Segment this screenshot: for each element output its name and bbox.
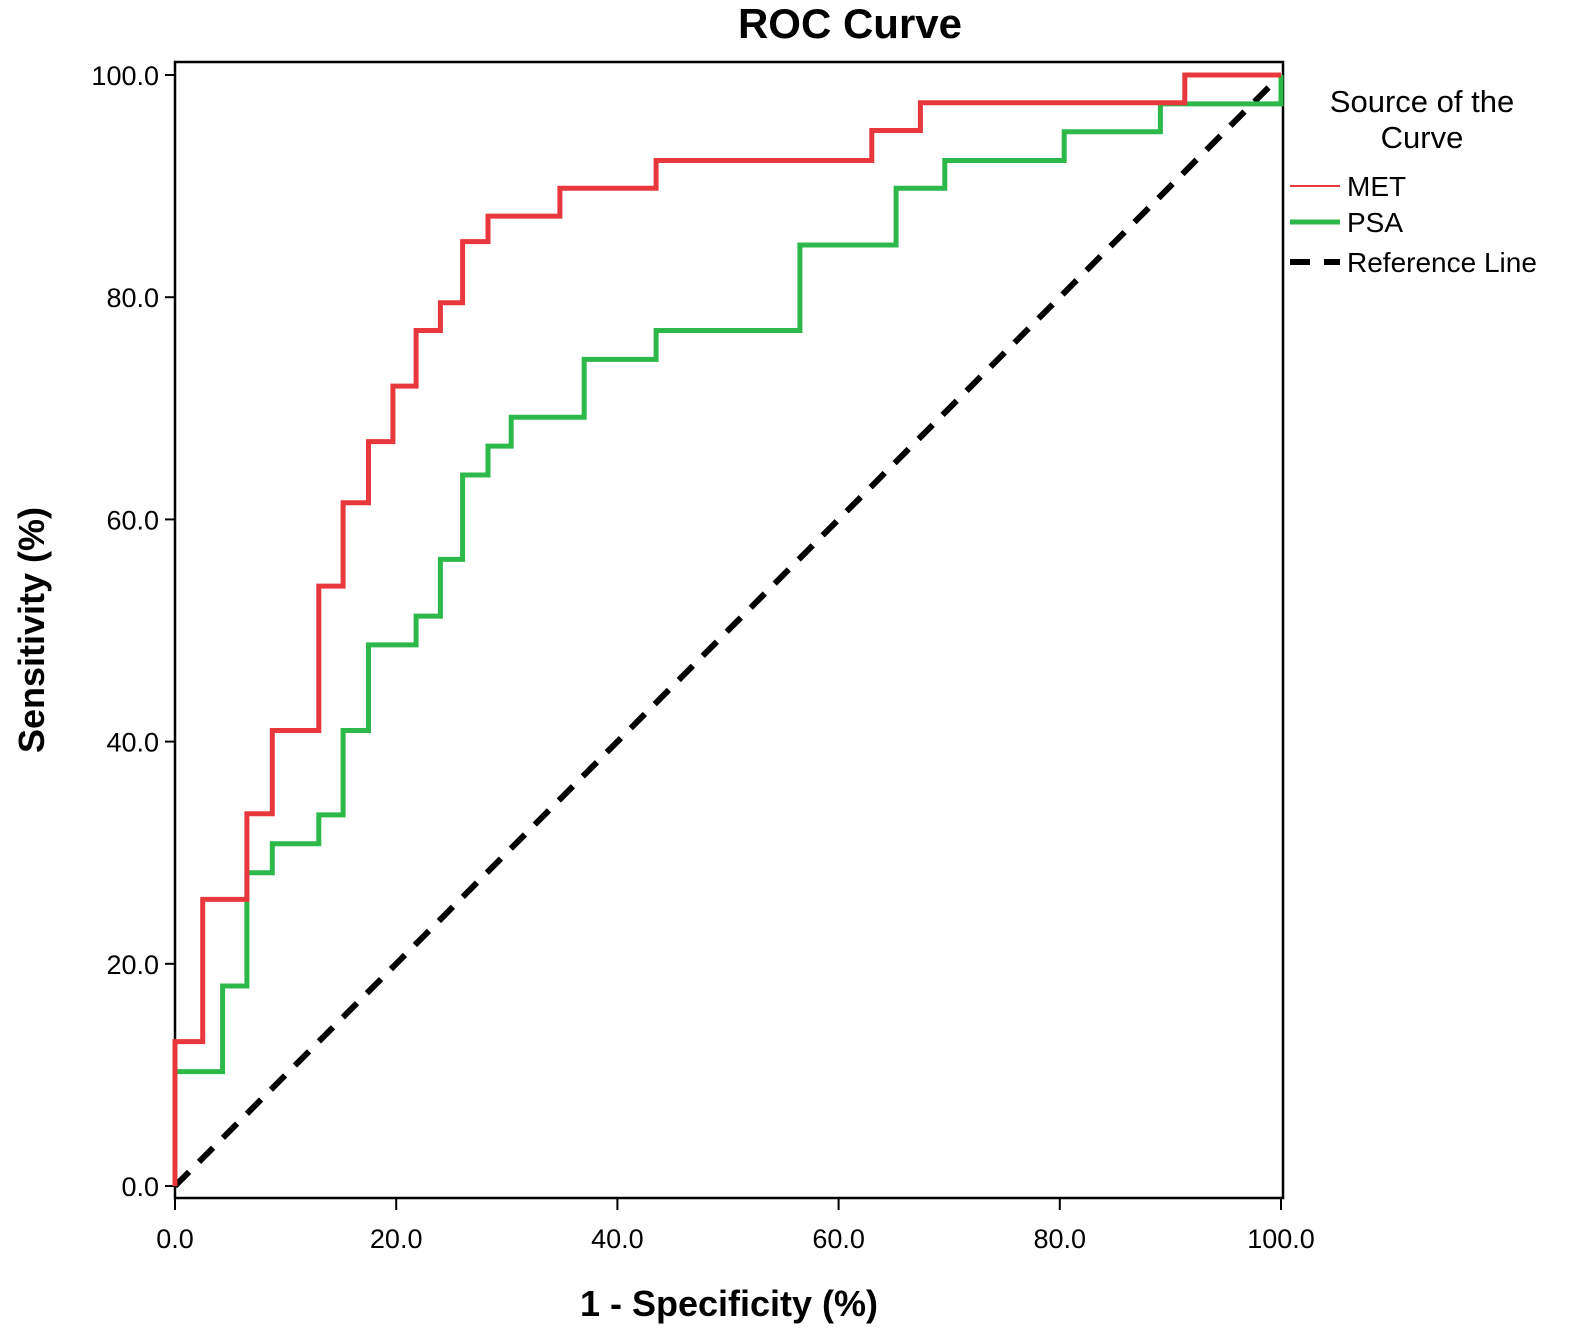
x-tick-label: 40.0	[591, 1224, 644, 1254]
series-reference-line-line	[172, 72, 1284, 1189]
x-tick-label: 20.0	[370, 1224, 423, 1254]
series-psa-line	[172, 75, 1284, 1186]
legend-title-line-1: Source of the	[1330, 84, 1514, 119]
chart-title: ROC Curve	[738, 0, 962, 47]
legend-title-line-2: Curve	[1381, 120, 1464, 155]
y-tick-label: 20.0	[106, 950, 159, 980]
series-met-line	[172, 72, 1281, 1186]
y-axis: 0.0 20.0 40.0 60.0 80.0 100.0	[91, 61, 175, 1202]
x-axis-title: 1 - Specificity (%)	[580, 1283, 878, 1324]
plot-frame	[173, 60, 1285, 1200]
legend-label-psa: PSA	[1347, 207, 1403, 238]
x-tick-label: 100.0	[1247, 1224, 1315, 1254]
x-axis: 0.0 20.0 40.0 60.0 80.0 100.0	[156, 1198, 1315, 1254]
y-axis-title: Sensitivity (%)	[11, 507, 52, 753]
legend: Source of the Curve MET PSA Reference Line	[1290, 84, 1537, 278]
x-tick-label: 60.0	[812, 1224, 865, 1254]
legend-label-met: MET	[1347, 171, 1406, 202]
x-tick-label: 0.0	[156, 1224, 194, 1254]
y-tick-label: 80.0	[106, 283, 159, 313]
y-tick-label: 100.0	[91, 61, 159, 91]
legend-label-reference-line: Reference Line	[1347, 247, 1537, 278]
y-tick-label: 60.0	[106, 505, 159, 535]
x-tick-label: 80.0	[1034, 1224, 1087, 1254]
y-tick-label: 0.0	[121, 1172, 159, 1202]
y-tick-label: 40.0	[106, 728, 159, 758]
series-layer	[172, 72, 1284, 1189]
